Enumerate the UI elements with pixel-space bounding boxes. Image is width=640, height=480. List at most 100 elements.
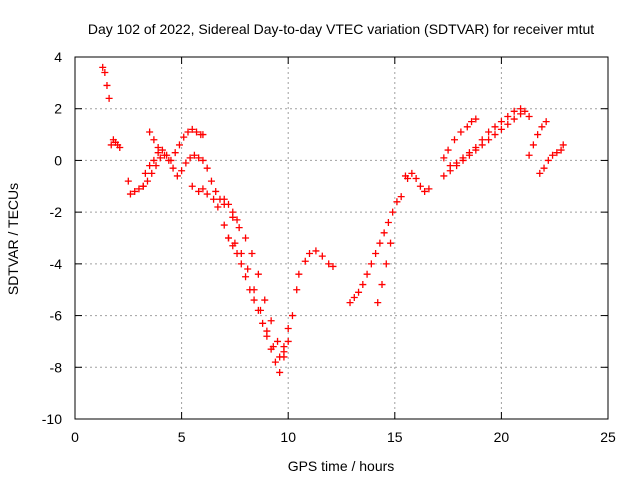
y-axis-ticks: -10 -8 -6 -4 -2 0 2 4 bbox=[42, 49, 608, 427]
data-point-0-45 bbox=[195, 154, 203, 162]
data-point-0-167 bbox=[534, 131, 542, 139]
data-point-0-111 bbox=[363, 270, 371, 278]
data-point-0-47 bbox=[203, 164, 211, 172]
data-point-0-108 bbox=[350, 293, 358, 301]
data-point-0-132 bbox=[444, 146, 452, 154]
data-point-0-174 bbox=[553, 149, 561, 157]
data-point-0-115 bbox=[380, 229, 388, 237]
data-point-0-173 bbox=[549, 151, 557, 159]
data-point-0-106 bbox=[329, 262, 337, 270]
data-point-0-67 bbox=[242, 273, 250, 281]
data-point-0-58 bbox=[220, 195, 228, 203]
data-point-0-87 bbox=[269, 343, 277, 351]
data-point-0-66 bbox=[237, 260, 245, 268]
data-point-0-145 bbox=[485, 136, 493, 144]
data-point-0-34 bbox=[148, 169, 156, 177]
data-point-0-71 bbox=[259, 319, 267, 327]
y-tick-label-0: -10 bbox=[42, 411, 62, 427]
data-point-0-36 bbox=[156, 154, 164, 162]
data-point-0-112 bbox=[367, 260, 375, 268]
data-point-0-8 bbox=[116, 144, 124, 151]
data-point-0-121 bbox=[378, 281, 386, 289]
x-axis-ticks: 0 5 10 15 20 25 bbox=[71, 57, 616, 445]
data-point-0-135 bbox=[463, 123, 471, 131]
gridlines bbox=[75, 57, 608, 419]
data-point-0-127 bbox=[412, 175, 420, 183]
data-point-0-96 bbox=[261, 296, 269, 304]
data-point-0-80 bbox=[225, 234, 233, 242]
y-tick-label-3: -4 bbox=[50, 256, 63, 272]
data-point-0-16 bbox=[150, 156, 158, 164]
data-point-0-131 bbox=[440, 154, 448, 162]
data-point-0-90 bbox=[284, 325, 292, 332]
data-point-0-82 bbox=[237, 250, 245, 258]
data-point-0-137 bbox=[472, 115, 480, 123]
data-point-0-133 bbox=[450, 136, 458, 144]
data-point-0-10 bbox=[126, 190, 134, 198]
data-point-0-35 bbox=[152, 162, 160, 170]
data-point-0-81 bbox=[231, 239, 239, 247]
data-point-0-28 bbox=[188, 125, 196, 133]
data-point-0-130 bbox=[425, 185, 433, 193]
data-point-0-165 bbox=[525, 151, 533, 159]
data-point-0-38 bbox=[165, 156, 173, 164]
data-point-0-27 bbox=[184, 128, 192, 136]
x-axis-title: GPS time / hours bbox=[288, 458, 395, 474]
data-point-0-159 bbox=[485, 128, 493, 136]
data-point-0-62 bbox=[220, 221, 228, 229]
data-points bbox=[99, 63, 567, 376]
data-point-0-12 bbox=[135, 185, 143, 193]
data-point-0-18 bbox=[146, 128, 154, 136]
data-point-0-97 bbox=[267, 317, 275, 325]
x-tick-label-1: 5 bbox=[178, 429, 186, 445]
data-point-0-161 bbox=[497, 118, 505, 126]
data-point-0-57 bbox=[214, 203, 222, 211]
data-point-0-134 bbox=[457, 128, 465, 136]
plot-frame bbox=[74, 56, 609, 420]
data-point-0-163 bbox=[510, 107, 518, 115]
data-point-0-151 bbox=[521, 107, 529, 115]
data-point-0-152 bbox=[525, 112, 533, 120]
data-point-0-54 bbox=[199, 185, 207, 193]
data-point-0-0 bbox=[99, 63, 107, 71]
data-point-0-26 bbox=[180, 133, 188, 141]
data-point-0-11 bbox=[131, 187, 139, 195]
data-point-0-56 bbox=[210, 195, 218, 203]
data-point-0-100 bbox=[295, 270, 303, 278]
data-point-0-153 bbox=[446, 162, 454, 170]
x-tick-label-2: 10 bbox=[280, 429, 296, 445]
data-point-0-156 bbox=[465, 149, 473, 157]
data-point-0-155 bbox=[459, 154, 467, 162]
data-point-0-109 bbox=[355, 288, 363, 296]
x-tick-label-3: 15 bbox=[387, 429, 403, 445]
data-point-0-99 bbox=[280, 348, 288, 356]
data-point-0-14 bbox=[141, 169, 149, 177]
data-point-0-129 bbox=[421, 187, 429, 195]
data-point-0-61 bbox=[233, 216, 241, 224]
data-point-0-43 bbox=[186, 154, 194, 162]
data-point-0-148 bbox=[504, 120, 512, 128]
data-point-0-120 bbox=[374, 299, 382, 307]
data-point-0-77 bbox=[284, 337, 292, 345]
data-point-0-95 bbox=[254, 270, 262, 278]
data-point-0-113 bbox=[372, 250, 380, 258]
data-point-0-49 bbox=[212, 187, 220, 195]
data-point-0-146 bbox=[491, 131, 499, 139]
data-point-0-158 bbox=[478, 136, 486, 144]
plot-border bbox=[74, 56, 609, 420]
data-point-0-103 bbox=[312, 247, 320, 255]
y-tick-label-1: -8 bbox=[50, 359, 63, 375]
y-tick-label-6: 2 bbox=[54, 101, 62, 117]
data-point-0-4 bbox=[107, 141, 115, 149]
data-point-0-24 bbox=[171, 149, 179, 157]
data-point-0-53 bbox=[195, 187, 203, 195]
data-point-0-162 bbox=[504, 112, 512, 120]
data-point-0-31 bbox=[199, 131, 207, 139]
data-point-0-114 bbox=[376, 239, 384, 247]
data-point-0-175 bbox=[557, 146, 565, 154]
data-point-0-128 bbox=[416, 182, 424, 190]
data-point-0-157 bbox=[472, 144, 480, 151]
x-tick-label-5: 25 bbox=[600, 429, 616, 445]
data-point-0-164 bbox=[517, 105, 525, 113]
data-point-0-176 bbox=[559, 141, 567, 149]
